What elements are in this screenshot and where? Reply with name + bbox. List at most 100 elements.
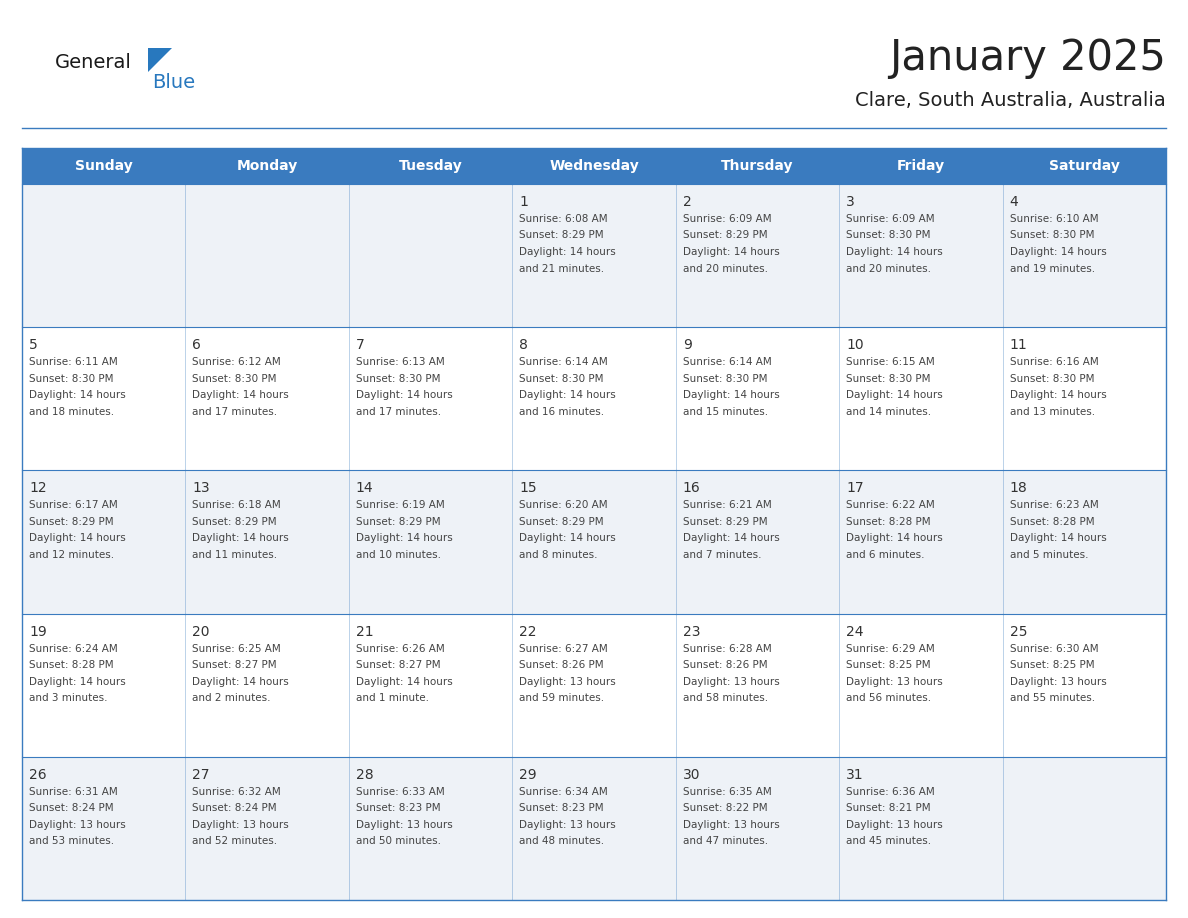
Bar — [349, 327, 512, 470]
Text: Daylight: 14 hours: Daylight: 14 hours — [519, 390, 617, 400]
Text: Sunset: 8:30 PM: Sunset: 8:30 PM — [29, 374, 114, 384]
Text: Daylight: 13 hours: Daylight: 13 hours — [846, 820, 943, 830]
Text: Daylight: 13 hours: Daylight: 13 hours — [29, 820, 126, 830]
Bar — [512, 327, 676, 470]
Text: 4: 4 — [1010, 195, 1018, 209]
Text: Monday: Monday — [236, 159, 298, 173]
Text: 3: 3 — [846, 195, 855, 209]
Text: Sunrise: 6:23 AM: Sunrise: 6:23 AM — [1010, 500, 1099, 510]
Text: Sunrise: 6:24 AM: Sunrise: 6:24 AM — [29, 644, 118, 654]
Text: Sunrise: 6:21 AM: Sunrise: 6:21 AM — [683, 500, 771, 510]
Text: Sunrise: 6:19 AM: Sunrise: 6:19 AM — [356, 500, 444, 510]
Bar — [676, 613, 839, 756]
Text: Sunrise: 6:08 AM: Sunrise: 6:08 AM — [519, 214, 608, 224]
Text: Sunrise: 6:28 AM: Sunrise: 6:28 AM — [683, 644, 771, 654]
Text: Daylight: 14 hours: Daylight: 14 hours — [846, 533, 943, 543]
Text: and 17 minutes.: and 17 minutes. — [356, 407, 441, 417]
Text: Daylight: 14 hours: Daylight: 14 hours — [519, 247, 617, 257]
Bar — [185, 470, 349, 613]
Text: and 17 minutes.: and 17 minutes. — [192, 407, 278, 417]
Bar — [1003, 327, 1165, 470]
Text: Daylight: 14 hours: Daylight: 14 hours — [356, 390, 453, 400]
Text: Sunset: 8:29 PM: Sunset: 8:29 PM — [519, 517, 604, 527]
Text: General: General — [55, 52, 132, 72]
Text: Sunset: 8:30 PM: Sunset: 8:30 PM — [683, 374, 767, 384]
Text: 13: 13 — [192, 481, 210, 496]
Text: Sunset: 8:23 PM: Sunset: 8:23 PM — [356, 803, 441, 813]
Bar — [23, 613, 185, 756]
Bar — [676, 756, 839, 900]
Bar — [23, 756, 185, 900]
Text: Sunset: 8:26 PM: Sunset: 8:26 PM — [683, 660, 767, 670]
Text: Sunrise: 6:31 AM: Sunrise: 6:31 AM — [29, 787, 118, 797]
Text: Daylight: 13 hours: Daylight: 13 hours — [519, 820, 617, 830]
Text: Sunset: 8:30 PM: Sunset: 8:30 PM — [356, 374, 441, 384]
Text: Sunrise: 6:10 AM: Sunrise: 6:10 AM — [1010, 214, 1098, 224]
Bar — [23, 184, 185, 327]
Bar — [23, 327, 185, 470]
Text: and 47 minutes.: and 47 minutes. — [683, 836, 767, 846]
Text: Sunset: 8:30 PM: Sunset: 8:30 PM — [519, 374, 604, 384]
Text: and 21 minutes.: and 21 minutes. — [519, 263, 605, 274]
Bar — [512, 756, 676, 900]
Text: Sunrise: 6:35 AM: Sunrise: 6:35 AM — [683, 787, 771, 797]
Text: 25: 25 — [1010, 624, 1028, 639]
Text: Daylight: 13 hours: Daylight: 13 hours — [846, 677, 943, 687]
Text: Sunrise: 6:29 AM: Sunrise: 6:29 AM — [846, 644, 935, 654]
Text: Sunset: 8:28 PM: Sunset: 8:28 PM — [1010, 517, 1094, 527]
Text: Sunrise: 6:36 AM: Sunrise: 6:36 AM — [846, 787, 935, 797]
Text: Sunrise: 6:22 AM: Sunrise: 6:22 AM — [846, 500, 935, 510]
Text: January 2025: January 2025 — [889, 37, 1165, 79]
Text: Sunset: 8:29 PM: Sunset: 8:29 PM — [683, 230, 767, 241]
Bar — [349, 148, 512, 184]
Text: Daylight: 13 hours: Daylight: 13 hours — [192, 820, 289, 830]
Text: and 10 minutes.: and 10 minutes. — [356, 550, 441, 560]
Text: 11: 11 — [1010, 338, 1028, 353]
Text: and 11 minutes.: and 11 minutes. — [192, 550, 278, 560]
Text: Sunset: 8:28 PM: Sunset: 8:28 PM — [29, 660, 114, 670]
Text: 23: 23 — [683, 624, 700, 639]
Text: Sunset: 8:29 PM: Sunset: 8:29 PM — [519, 230, 604, 241]
Text: Daylight: 14 hours: Daylight: 14 hours — [683, 247, 779, 257]
Text: Sunset: 8:25 PM: Sunset: 8:25 PM — [846, 660, 930, 670]
Text: 22: 22 — [519, 624, 537, 639]
Text: Sunrise: 6:20 AM: Sunrise: 6:20 AM — [519, 500, 608, 510]
Text: Sunrise: 6:11 AM: Sunrise: 6:11 AM — [29, 357, 118, 367]
Text: Sunset: 8:25 PM: Sunset: 8:25 PM — [1010, 660, 1094, 670]
Text: Daylight: 14 hours: Daylight: 14 hours — [519, 533, 617, 543]
Text: 7: 7 — [356, 338, 365, 353]
Text: 27: 27 — [192, 767, 210, 782]
Text: Sunset: 8:23 PM: Sunset: 8:23 PM — [519, 803, 604, 813]
Text: Sunrise: 6:09 AM: Sunrise: 6:09 AM — [683, 214, 771, 224]
Text: Daylight: 14 hours: Daylight: 14 hours — [29, 533, 126, 543]
Bar — [839, 470, 1003, 613]
Text: Sunrise: 6:33 AM: Sunrise: 6:33 AM — [356, 787, 444, 797]
Bar — [349, 184, 512, 327]
Text: 30: 30 — [683, 767, 700, 782]
Bar — [839, 327, 1003, 470]
Text: and 12 minutes.: and 12 minutes. — [29, 550, 114, 560]
Bar — [185, 756, 349, 900]
Text: Daylight: 13 hours: Daylight: 13 hours — [356, 820, 453, 830]
Text: and 50 minutes.: and 50 minutes. — [356, 836, 441, 846]
Text: Sunset: 8:29 PM: Sunset: 8:29 PM — [683, 517, 767, 527]
Text: Sunrise: 6:14 AM: Sunrise: 6:14 AM — [519, 357, 608, 367]
Text: 8: 8 — [519, 338, 529, 353]
Text: Sunset: 8:22 PM: Sunset: 8:22 PM — [683, 803, 767, 813]
Text: and 15 minutes.: and 15 minutes. — [683, 407, 767, 417]
Text: Daylight: 13 hours: Daylight: 13 hours — [1010, 677, 1106, 687]
Text: Daylight: 14 hours: Daylight: 14 hours — [683, 390, 779, 400]
Text: and 16 minutes.: and 16 minutes. — [519, 407, 605, 417]
Text: 29: 29 — [519, 767, 537, 782]
Bar — [512, 470, 676, 613]
Text: and 52 minutes.: and 52 minutes. — [192, 836, 278, 846]
Text: 17: 17 — [846, 481, 864, 496]
Text: and 3 minutes.: and 3 minutes. — [29, 693, 107, 703]
Text: 21: 21 — [356, 624, 373, 639]
Text: Daylight: 14 hours: Daylight: 14 hours — [192, 390, 289, 400]
Text: and 59 minutes.: and 59 minutes. — [519, 693, 605, 703]
Bar — [185, 184, 349, 327]
Text: and 56 minutes.: and 56 minutes. — [846, 693, 931, 703]
Bar — [185, 327, 349, 470]
Text: Daylight: 13 hours: Daylight: 13 hours — [519, 677, 617, 687]
